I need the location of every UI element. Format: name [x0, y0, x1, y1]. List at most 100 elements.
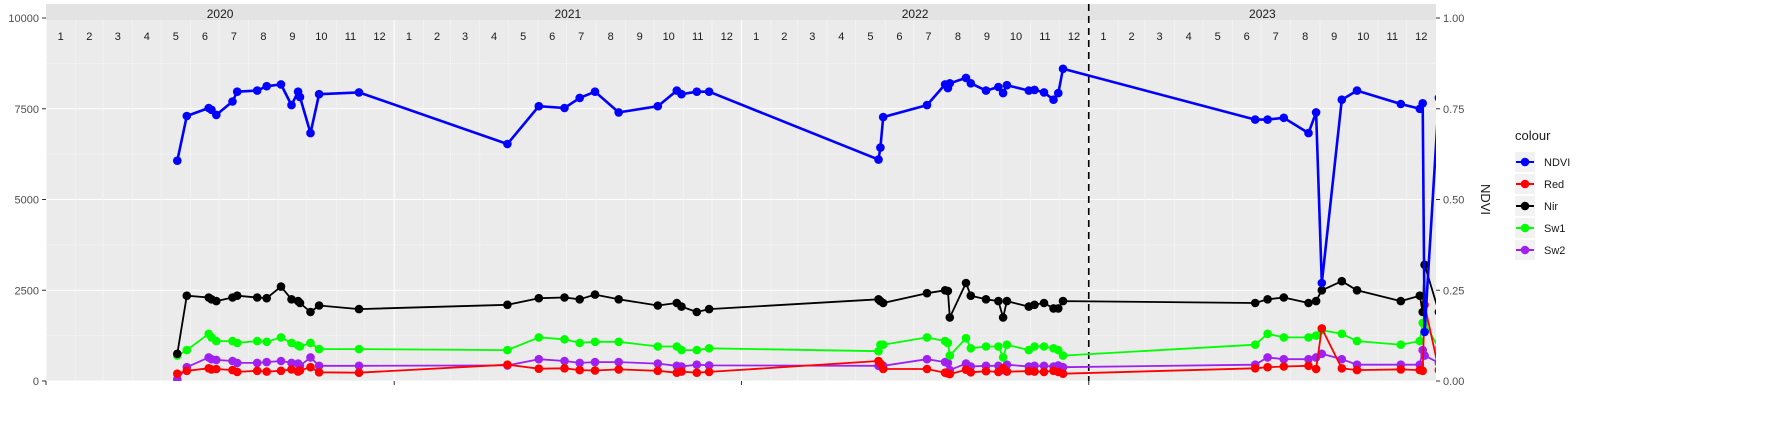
month-label: 9: [289, 31, 295, 43]
month-label: 5: [867, 31, 873, 43]
data-point-sw1: [945, 351, 955, 360]
month-label: 2: [86, 31, 92, 43]
month-label: 6: [896, 31, 902, 43]
data-point-sw1: [922, 333, 932, 342]
data-point-red: [878, 364, 888, 374]
data-point-red: [966, 368, 976, 377]
data-point-sw2: [1317, 349, 1327, 359]
data-point-nir: [998, 313, 1008, 322]
data-point-sw2: [614, 357, 623, 367]
data-point-red: [692, 368, 702, 378]
data-point-nir: [287, 295, 296, 304]
data-point-nir: [575, 295, 584, 304]
data-point-sw1: [1030, 342, 1039, 351]
x-axis: [45, 381, 1090, 385]
data-point-nir: [1002, 296, 1012, 306]
data-point-sw1: [287, 338, 296, 348]
month-label: 11: [345, 31, 356, 43]
data-point-ndvi: [1434, 94, 1436, 102]
data-point-ndvi: [1396, 99, 1406, 109]
year-strip-label: 2022: [902, 7, 929, 21]
data-point-sw1: [1058, 351, 1068, 360]
data-point-ndvi: [306, 128, 315, 138]
y-axis-right: 0.00 0.25 0.50 0.75 1.00 NDVI: [1436, 13, 1493, 388]
data-point-nir: [534, 293, 544, 303]
data-point-red: [677, 367, 686, 376]
y-left-tick-label: 2500: [15, 285, 39, 297]
data-point-ndvi: [262, 81, 272, 91]
month-label: 12: [1068, 31, 1080, 43]
data-point-ndvi: [1311, 108, 1321, 117]
data-point-ndvi: [692, 87, 702, 96]
data-point-ndvi: [534, 101, 544, 111]
data-point-ndvi: [876, 143, 885, 152]
month-label: 12: [1415, 31, 1427, 43]
data-point-nir: [252, 293, 262, 302]
month-label: 6: [202, 31, 208, 43]
data-point-red: [590, 366, 600, 375]
y-left-tick-label: 7500: [15, 104, 39, 116]
series-sw1: [173, 318, 1436, 362]
data-point-sw1: [692, 345, 702, 355]
data-point-sw2: [560, 356, 569, 366]
month-label: 7: [578, 31, 584, 43]
data-point-red: [262, 367, 272, 376]
data-point-ndvi: [1058, 64, 1068, 74]
data-point-sw2: [534, 354, 544, 364]
data-point-ndvi: [212, 110, 221, 120]
data-point-nir: [173, 349, 182, 359]
data-point-red: [981, 366, 991, 376]
data-point-ndvi: [677, 89, 686, 99]
series-red: [173, 300, 1436, 379]
data-point-sw1: [295, 342, 305, 351]
data-point-red: [1039, 367, 1049, 377]
month-label: 4: [1186, 31, 1192, 43]
year-strip-label: 2023: [1249, 7, 1276, 21]
month-label: 5: [173, 31, 179, 43]
data-point-nir: [981, 295, 991, 304]
data-point-sw1: [994, 342, 1003, 351]
month-label: 4: [491, 31, 497, 43]
data-point-ndvi: [1250, 115, 1260, 124]
data-point-nir: [653, 301, 663, 310]
data-point-ndvi: [1049, 95, 1058, 104]
data-point-red: [1337, 364, 1347, 373]
series-nir: [173, 260, 1436, 359]
data-point-nir: [503, 300, 512, 310]
data-point-nir: [262, 293, 272, 303]
y-left-tick-label: 0: [33, 376, 39, 388]
data-point-sw1: [276, 333, 286, 342]
legend-key-point-nir: [1520, 201, 1530, 211]
data-point-red: [276, 366, 286, 376]
data-point-ndvi: [1030, 85, 1039, 95]
y-right-tick-label: 1.00: [1443, 13, 1464, 25]
month-label: 7: [1273, 31, 1279, 43]
y-right-tick-label: 0.75: [1443, 104, 1464, 116]
data-point-red: [1030, 367, 1039, 376]
data-point-ndvi: [878, 112, 888, 122]
data-point-ndvi: [575, 93, 584, 103]
data-point-ndvi: [295, 92, 305, 102]
data-point-sw1: [1337, 329, 1347, 339]
legend-label-nir: Nir: [1544, 201, 1558, 213]
month-label: 11: [1387, 31, 1398, 43]
data-point-red: [354, 368, 364, 378]
data-point-ndvi: [1279, 113, 1289, 123]
data-point-nir: [943, 286, 953, 296]
data-point-sw2: [943, 358, 953, 368]
data-point-ndvi: [874, 155, 883, 164]
data-point-sw1: [704, 344, 714, 353]
series-ndvi: [173, 64, 1436, 337]
data-point-ndvi: [1418, 99, 1427, 108]
data-point-sw1: [1250, 340, 1260, 350]
data-point-nir: [232, 291, 242, 301]
month-label: 8: [260, 31, 266, 43]
y-axis-left: 0 2500 5000 7500 10000: [8, 13, 46, 388]
data-point-nir: [1054, 304, 1063, 313]
data-point-red: [1396, 365, 1406, 374]
data-point-sw1: [590, 337, 600, 347]
data-point-ndvi: [994, 82, 1003, 92]
data-point-sw2: [922, 354, 932, 364]
year-strip-label: 2021: [554, 7, 581, 21]
month-label: 10: [1357, 31, 1369, 43]
